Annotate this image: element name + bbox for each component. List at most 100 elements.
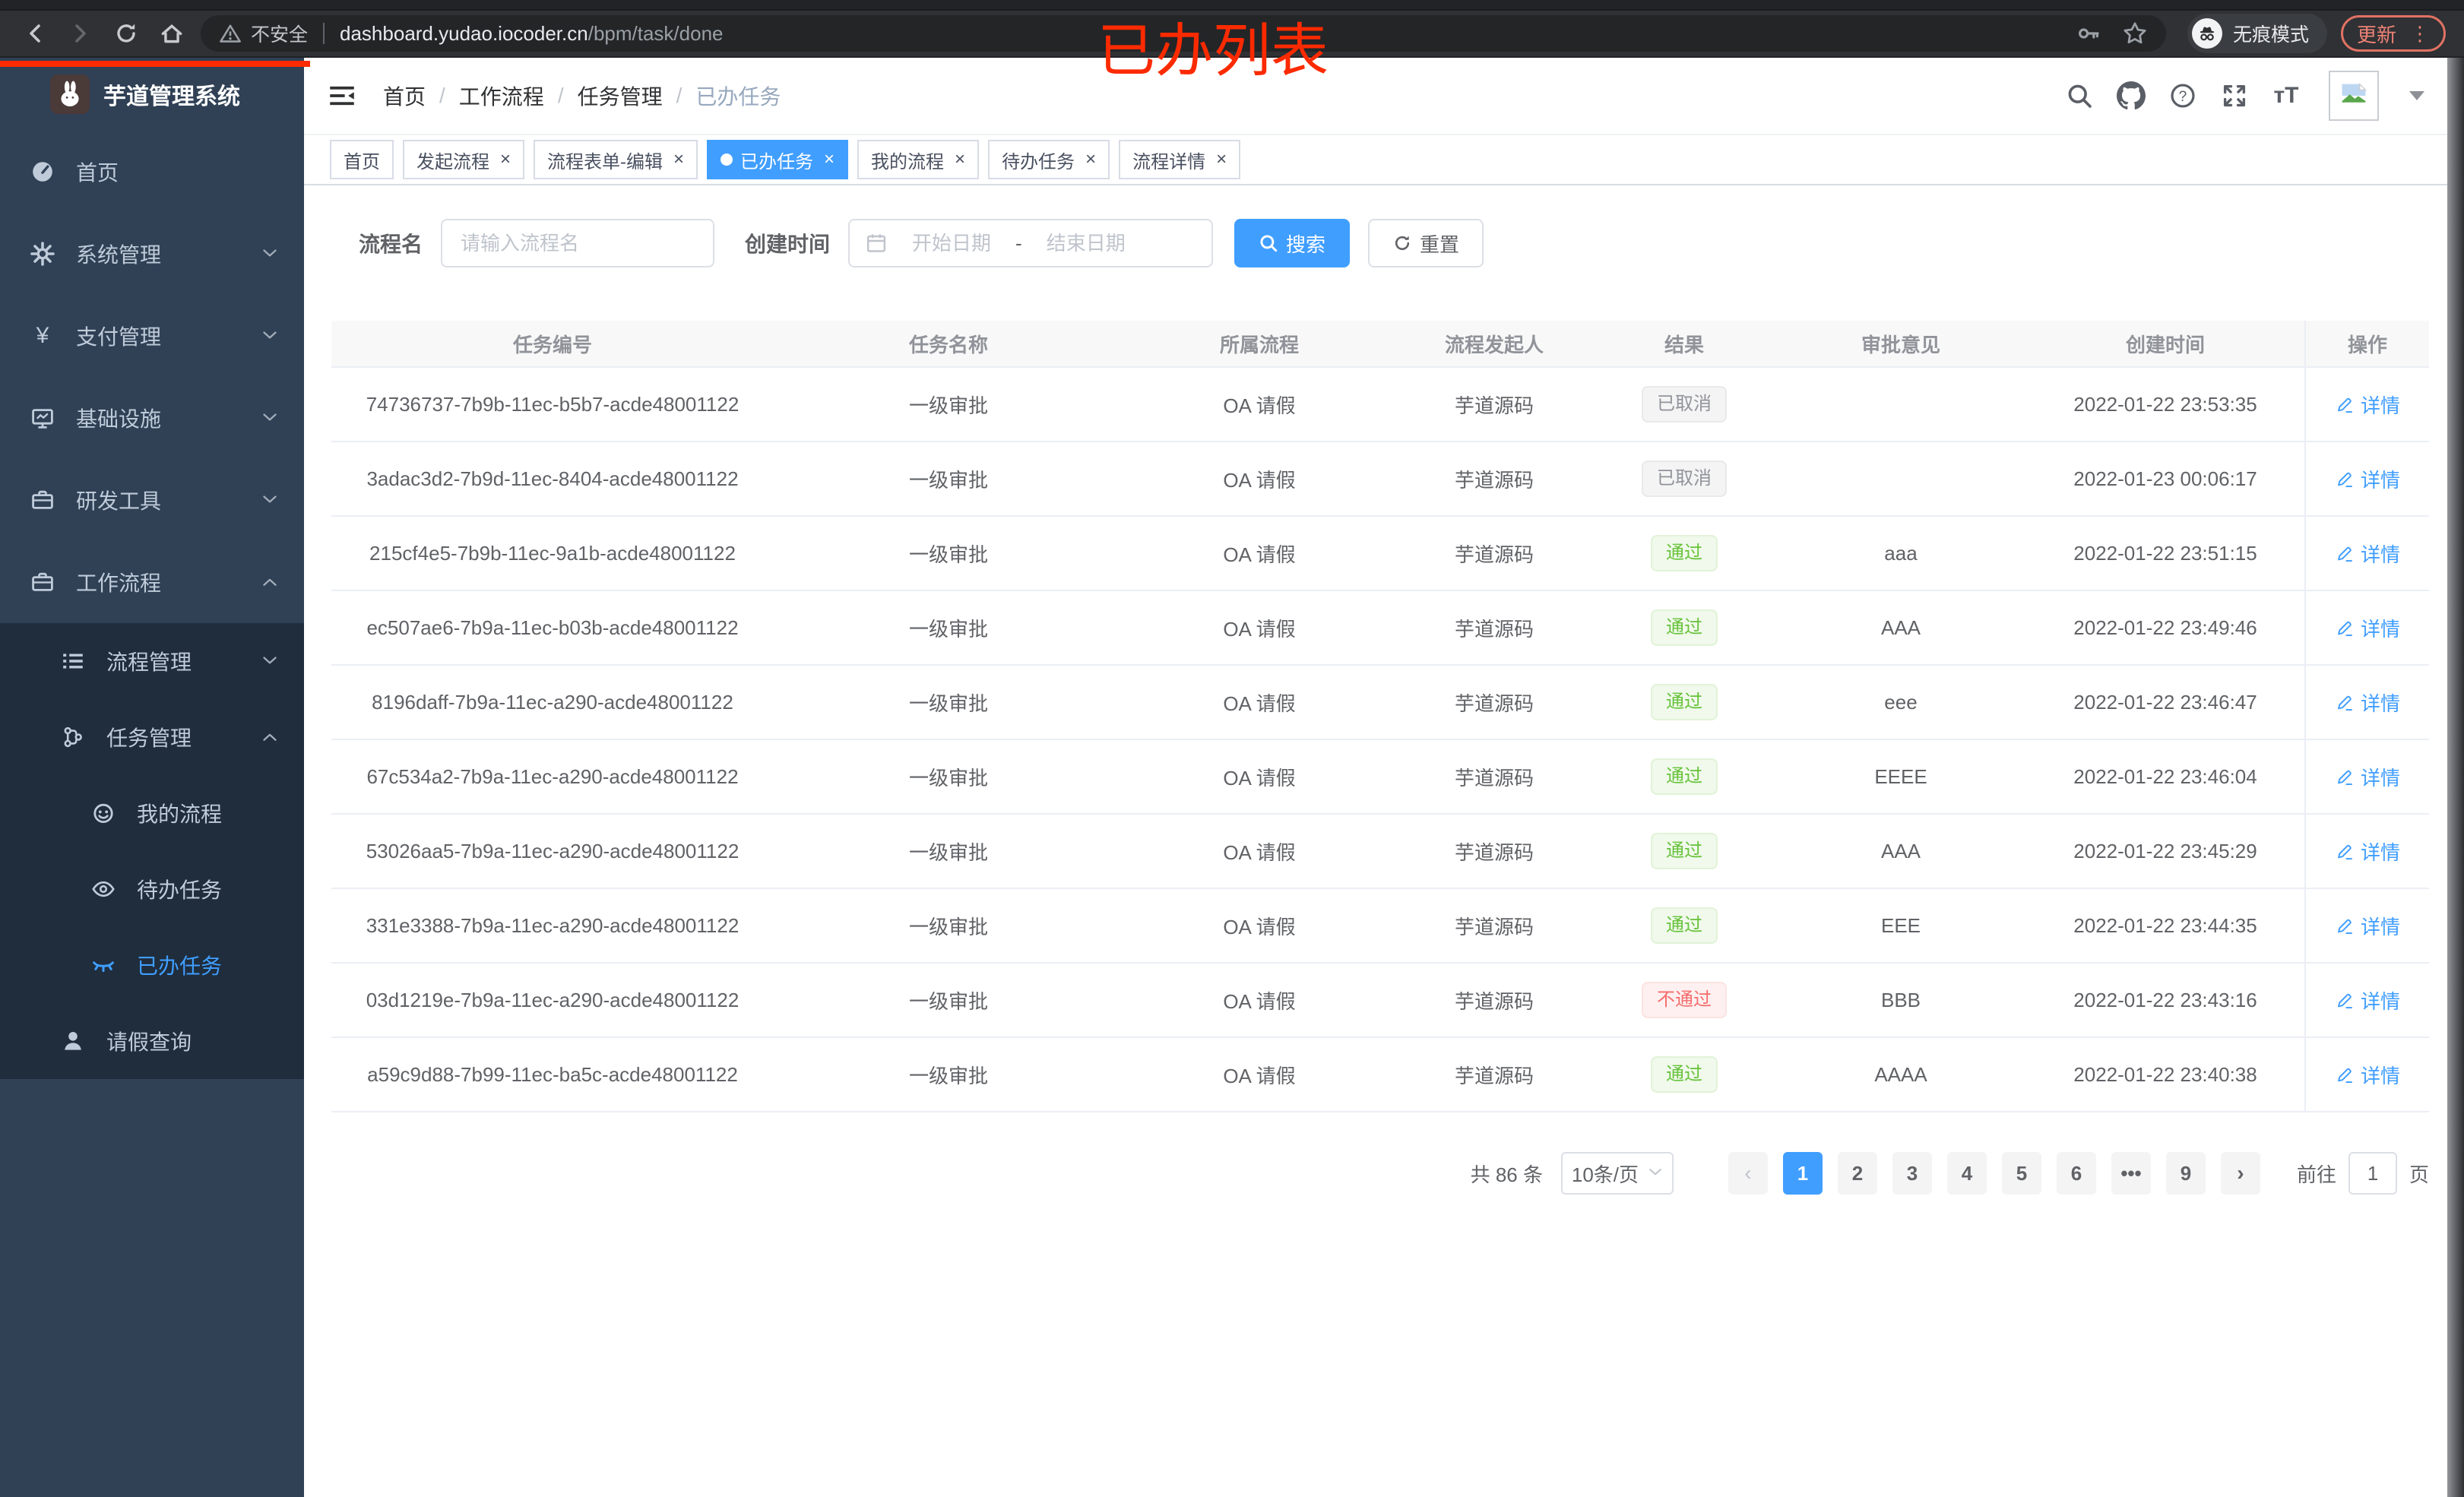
detail-link[interactable]: 详情 — [2335, 763, 2400, 791]
header-actions: ? ᴛT — [2064, 71, 2424, 121]
page-button-3[interactable]: 3 — [1892, 1152, 1932, 1195]
result-badge: 通过 — [1651, 684, 1718, 720]
sidebar-item-infra[interactable]: 基础设施 — [0, 377, 304, 459]
monitor-icon — [30, 406, 55, 430]
annotation-title: 已办列表 — [1097, 19, 1329, 84]
process-starter: 芋道源码 — [1454, 1064, 1534, 1087]
end-date-input[interactable] — [1028, 231, 1144, 255]
detail-link[interactable]: 详情 — [2335, 540, 2400, 568]
task-name: 一级审批 — [908, 915, 988, 938]
process-name-input[interactable] — [441, 219, 715, 267]
tab-process-detail[interactable]: 流程详情 × — [1119, 140, 1241, 179]
detail-link[interactable]: 详情 — [2335, 614, 2400, 642]
table-row: 331e3388-7b9a-11ec-a290-acde48001122 一级审批… — [331, 889, 2429, 964]
sidebar-item-system[interactable]: 系统管理 — [0, 213, 304, 295]
fullscreen-icon[interactable] — [2219, 81, 2250, 111]
tab-close-icon[interactable]: × — [1216, 149, 1227, 169]
reload-icon[interactable] — [109, 17, 143, 50]
help-icon[interactable]: ? — [2168, 81, 2198, 111]
search-button[interactable]: 搜索 — [1234, 219, 1351, 267]
process-name: OA 请假 — [1223, 394, 1296, 417]
breadcrumb-item[interactable]: 工作流程 — [458, 85, 544, 109]
tab-close-icon[interactable]: × — [824, 149, 835, 169]
sidebar-item-workflow[interactable]: 工作流程 — [0, 541, 304, 623]
table-body: 74736737-7b9b-11ec-b5b7-acde48001122 一级审批… — [331, 368, 2429, 1112]
password-key-icon[interactable] — [2076, 21, 2101, 46]
sidebar-item-todo-tasks[interactable]: 待办任务 — [0, 851, 304, 927]
tab-home[interactable]: 首页 — [330, 140, 394, 179]
app-title: 芋道管理系统 — [103, 84, 240, 109]
not-secure-warning-icon[interactable] — [219, 22, 242, 45]
detail-link[interactable]: 详情 — [2335, 465, 2400, 493]
forward-icon[interactable] — [64, 17, 97, 50]
tab-my-process[interactable]: 我的流程 × — [857, 140, 980, 179]
breadcrumb-item[interactable]: 首页 — [383, 85, 426, 109]
sidebar-item-my-process[interactable]: 我的流程 — [0, 775, 304, 851]
bookmark-star-icon[interactable] — [2122, 21, 2148, 46]
browser-update-button[interactable]: 更新 ⋮ — [2340, 15, 2446, 52]
date-range-picker[interactable]: - — [848, 219, 1214, 267]
page-button-5[interactable]: 5 — [2001, 1152, 2041, 1195]
sidebar-item-done-tasks[interactable]: 已办任务 — [0, 927, 304, 1003]
tab-close-icon[interactable]: × — [955, 149, 966, 169]
window-scrollbar[interactable] — [2447, 58, 2464, 1497]
detail-link[interactable]: 详情 — [2335, 391, 2400, 419]
prev-page-button[interactable]: ‹ — [1728, 1152, 1768, 1195]
sidebar-item-devtools[interactable]: 研发工具 — [0, 459, 304, 541]
tab-done-tasks[interactable]: 已办任务 × — [707, 140, 849, 179]
sidebar-item-label: 研发工具 — [76, 489, 162, 513]
start-date-input[interactable] — [894, 231, 1010, 255]
tab-close-icon[interactable]: × — [673, 149, 685, 169]
browser-menu-dots-icon[interactable]: ⋮ — [2410, 21, 2430, 45]
reset-button[interactable]: 重置 — [1368, 219, 1484, 267]
tab-form-edit[interactable]: 流程表单-编辑 × — [534, 140, 698, 179]
goto-page-input[interactable] — [2348, 1152, 2397, 1195]
detail-link[interactable]: 详情 — [2335, 837, 2400, 866]
page-button-1[interactable]: 1 — [1782, 1152, 1823, 1195]
sidebar-item-process-mgmt[interactable]: 流程管理 — [0, 623, 304, 699]
edit-pencil-icon — [2335, 543, 2355, 563]
sidebar-collapse-icon[interactable] — [328, 81, 359, 111]
avatar-dropdown-caret-icon[interactable] — [2409, 91, 2424, 100]
url-text[interactable]: dashboard.yudao.iocoder.cn/bpm/task/done — [340, 21, 724, 45]
process-starter: 芋道源码 — [1454, 692, 1534, 715]
page-button-2[interactable]: 2 — [1837, 1152, 1877, 1195]
page-button-4[interactable]: 4 — [1946, 1152, 1987, 1195]
search-icon[interactable] — [2064, 81, 2095, 111]
result-badge: 已取消 — [1642, 386, 1727, 423]
column-header: 任务编号 — [512, 333, 592, 356]
tab-start-process[interactable]: 发起流程 × — [403, 140, 525, 179]
update-label[interactable]: 更新 — [2356, 23, 2396, 46]
sidebar-item-leave-query[interactable]: 请假查询 — [0, 1003, 304, 1079]
detail-link[interactable]: 详情 — [2335, 688, 2400, 717]
address-bar[interactable]: 不安全 dashboard.yudao.iocoder.cn/bpm/task/… — [201, 15, 2166, 52]
next-page-button[interactable]: › — [2220, 1152, 2260, 1195]
page-button-6[interactable]: 6 — [2056, 1152, 2096, 1195]
detail-link[interactable]: 详情 — [2335, 986, 2400, 1014]
tab-todo-tasks[interactable]: 待办任务 × — [988, 140, 1110, 179]
tab-label: 流程表单-编辑 — [547, 151, 664, 172]
tab-close-icon[interactable]: × — [1085, 149, 1097, 169]
breadcrumb-item[interactable]: 任务管理 — [577, 85, 663, 109]
task-id: 8196daff-7b9a-11ec-a290-acde48001122 — [372, 690, 733, 714]
detail-link[interactable]: 详情 — [2335, 1061, 2400, 1089]
back-icon[interactable] — [18, 17, 52, 50]
incognito-icon — [2191, 18, 2222, 49]
font-size-icon[interactable]: ᴛT — [2273, 83, 2299, 108]
sidebar-item-home[interactable]: 首页 — [0, 131, 304, 213]
page-size-select[interactable]: 10条/页 — [1560, 1152, 1674, 1195]
user-avatar[interactable] — [2329, 71, 2379, 121]
chevron-down-icon — [261, 492, 277, 508]
home-icon[interactable] — [155, 17, 188, 50]
sidebar-item-payment[interactable]: ¥ 支付管理 — [0, 295, 304, 377]
sidebar-item-task-mgmt[interactable]: 任务管理 — [0, 699, 304, 775]
github-icon[interactable] — [2116, 81, 2146, 111]
done-task-table: 任务编号 任务名称 所属流程 流程发起人 结果 审批意见 创建时间 操作 74736737-7… — [331, 321, 2429, 1112]
detail-link[interactable]: 详情 — [2335, 912, 2400, 940]
tab-close-icon[interactable]: × — [500, 149, 511, 169]
app-logo-row[interactable]: 芋道管理系统 — [0, 58, 304, 131]
pager-ellipsis[interactable]: ••• — [2111, 1152, 2151, 1195]
security-label[interactable]: 不安全 — [251, 24, 309, 46]
page-button-9[interactable]: 9 — [2165, 1152, 2206, 1195]
create-time: 2022-01-22 23:49:46 — [2073, 616, 2257, 639]
